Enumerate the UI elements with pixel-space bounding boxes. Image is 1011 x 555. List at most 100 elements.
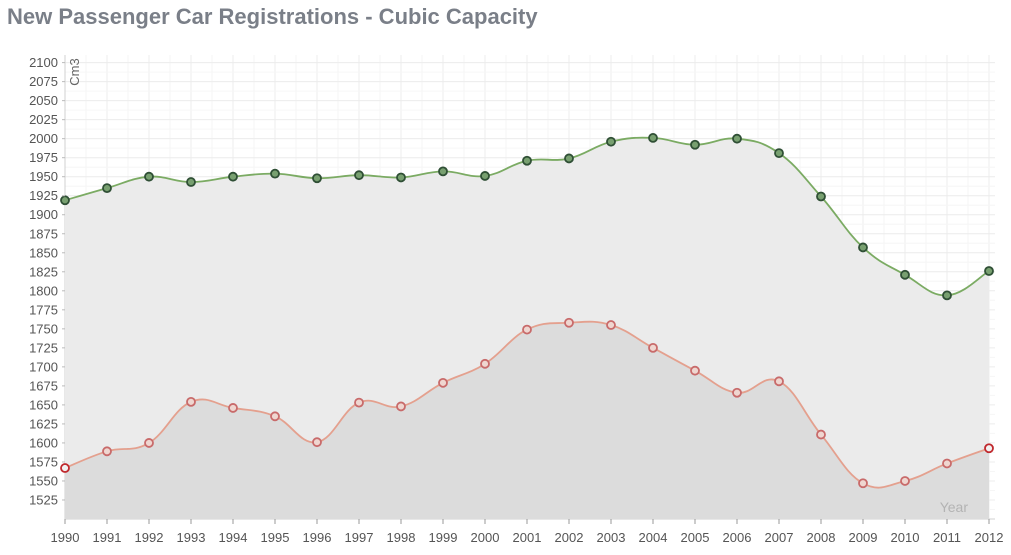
data-point [690,365,700,376]
x-tick-label: 2007 [765,530,794,545]
y-tick-label: 2025 [29,112,58,127]
x-tick-label: 2004 [639,530,668,545]
data-point [564,317,574,328]
x-tick-label: 2001 [513,530,542,545]
data-point [102,183,112,194]
x-axis-title: Year [940,499,969,515]
data-point [270,168,280,179]
data-point [480,171,490,181]
x-tick-label: 2006 [723,530,752,545]
data-point [816,191,826,202]
data-point [942,290,952,301]
x-tick-label: 2005 [681,530,710,545]
x-tick-label: 2011 [933,530,961,545]
y-tick-label: 2100 [29,55,58,70]
data-point [102,446,112,457]
x-tick-label: 1993 [177,530,206,545]
data-point [186,396,196,407]
y-tick-label: 1700 [29,359,58,374]
y-tick-label: 1675 [29,378,58,393]
data-point [228,171,238,182]
x-axis-ticks: 1990 1991 1992 1993 1994 1995 1996 1997 1998 1999… [51,519,1004,545]
data-point [774,376,784,387]
y-tick-label: 1850 [29,245,58,260]
data-point [858,242,868,253]
data-point [900,476,910,486]
data-point [60,463,70,473]
data-point [438,166,448,177]
x-tick-label: 1995 [261,530,290,545]
x-tick-label: 2009 [849,530,878,545]
series-area-1 [65,321,989,519]
y-tick-label: 1950 [29,169,58,184]
data-point [606,320,616,330]
x-tick-label: 1998 [387,530,416,545]
y-tick-label: 1775 [29,302,58,317]
y-tick-label: 1725 [29,340,58,355]
y-tick-label: 1575 [29,454,58,469]
y-tick-label: 1550 [29,473,58,488]
series-markers [60,133,994,489]
data-point [690,139,700,150]
data-point [648,342,658,353]
data-point [774,148,784,159]
x-tick-label: 2003 [597,530,626,545]
data-point [228,403,238,413]
data-point [732,133,742,144]
data-point [312,437,322,448]
data-point [312,173,322,184]
y-tick-label: 2075 [29,74,58,89]
data-point [438,377,448,388]
data-point [732,387,742,398]
data-point [144,171,154,182]
y-tick-label: 1925 [29,188,58,203]
data-point [984,266,994,276]
data-point [564,153,574,164]
data-point [858,478,868,489]
x-tick-label: 2000 [471,530,500,545]
x-tick-label: 1999 [429,530,458,545]
data-point [354,397,364,408]
x-tick-label: 1990 [51,530,80,545]
data-point [396,172,406,183]
data-point [942,458,952,469]
data-point [900,269,910,280]
data-point [816,429,826,440]
data-point [270,411,280,422]
y-axis-ticks: 1525 1550 1575 1600 1625 1650 1675 1700 1725 1750… [29,55,65,507]
y-tick-label: 1650 [29,397,58,412]
x-tick-label: 2010 [891,530,920,545]
y-tick-label: 2050 [29,93,58,108]
y-tick-label: 1825 [29,264,58,279]
data-point [522,324,532,335]
x-tick-label: 1991 [93,530,122,545]
x-tick-label: 1997 [345,530,374,545]
y-tick-label: 1875 [29,226,58,241]
data-point [984,443,994,454]
data-point [144,438,154,448]
x-tick-label: 1994 [219,530,248,545]
y-tick-label: 1525 [29,492,58,507]
chart-title: New Passenger Car Registrations - Cubic … [7,4,538,29]
data-point [648,133,658,143]
x-tick-label: 2008 [807,530,836,545]
y-tick-label: 1625 [29,416,58,431]
x-tick-label: 1996 [303,530,332,545]
x-tick-label: 2002 [555,530,584,545]
data-point [606,136,616,147]
y-axis-title: Cm3 [67,58,82,85]
data-point [396,401,406,412]
y-tick-label: 1900 [29,207,58,222]
data-point [354,170,364,181]
x-tick-label: 1992 [135,530,164,545]
y-tick-label: 1750 [29,321,58,336]
data-point [522,155,532,166]
y-tick-label: 2000 [29,131,58,146]
y-tick-label: 1975 [29,150,58,165]
y-tick-label: 1600 [29,435,58,450]
data-point [60,195,70,206]
data-point [186,177,196,187]
data-point [480,358,490,369]
x-tick-label: 2012 [975,530,1004,545]
